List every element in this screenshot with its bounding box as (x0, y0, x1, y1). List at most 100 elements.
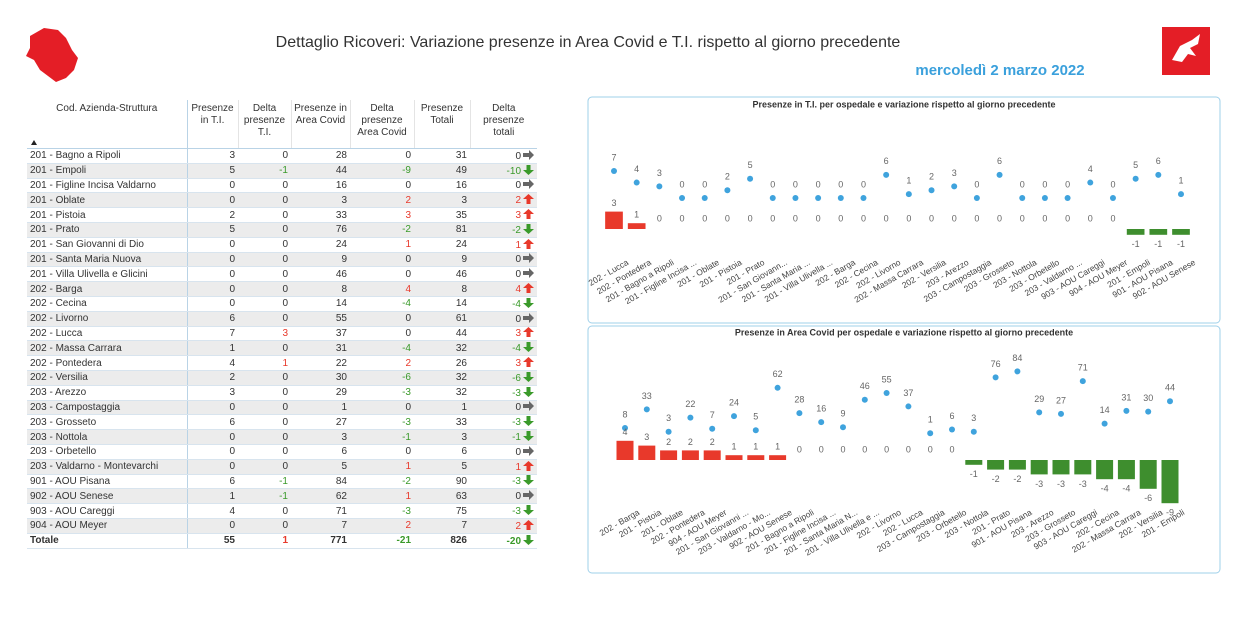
cell-value: 5 (341, 461, 347, 473)
cell-value: 81 (455, 224, 467, 236)
structure-name: 904 - AOU Meyer (27, 518, 188, 534)
cell: 1 (470, 459, 537, 475)
data-label: 0 (819, 444, 824, 454)
cell: 0 (470, 266, 537, 283)
cell: 0 (187, 518, 238, 534)
cell-value: -4 (402, 298, 411, 310)
cell-value: 0 (515, 150, 521, 162)
bar (1139, 460, 1157, 489)
trend-arrow (523, 209, 534, 220)
cell-value: -20 (506, 535, 521, 547)
trend-arrow (523, 490, 534, 501)
data-point (769, 195, 776, 201)
cell: -1 (238, 474, 291, 490)
data-label: 0 (1020, 213, 1025, 223)
cell: 0 (238, 252, 291, 268)
cell: 0 (350, 444, 414, 460)
cell-value: 201 - Santa Maria Nuova (30, 253, 142, 265)
table-row: 201 - Pistoia 2 0 33 3 35 3 (27, 207, 537, 223)
data-label: -6 (1144, 493, 1152, 503)
structure-name: 201 - Prato (27, 222, 188, 238)
cell-value: 1 (405, 490, 411, 502)
cell: 0 (187, 429, 238, 445)
cell-value: 1 (515, 461, 521, 473)
data-label: 0 (1110, 213, 1115, 223)
cell: 46 (291, 266, 350, 283)
bar (1030, 460, 1048, 475)
cell-value: -3 (402, 505, 411, 517)
table-row: 202 - Lucca 7 3 37 0 44 3 (27, 326, 537, 342)
data-label: 37 (903, 388, 913, 398)
cell: 0 (350, 148, 414, 164)
data-point (1155, 171, 1162, 178)
cell: 3 (291, 429, 350, 445)
cell-value: 3 (341, 431, 347, 443)
data-label: 0 (1065, 179, 1070, 189)
table-row: 201 - San Giovanni di Dio 0 0 24 1 24 1 (27, 237, 537, 253)
cell-value: -2 (402, 475, 411, 487)
data-point (611, 167, 617, 174)
cell: 76 (291, 222, 350, 238)
cell: 5 (187, 222, 238, 238)
data-point (951, 183, 958, 190)
data-point (840, 424, 846, 431)
cell: 6 (187, 414, 238, 431)
data-label: 4 (634, 164, 639, 174)
cell: 61 (414, 311, 470, 327)
bar (1149, 229, 1168, 235)
cell-value: 0 (229, 461, 235, 473)
cell-value: 3 (461, 194, 467, 206)
data-point (687, 414, 694, 421)
cell-value: 203 - Valdarno - Montevarchi (30, 461, 159, 473)
cell: 0 (238, 400, 291, 416)
data-point (633, 179, 640, 186)
cell: 71 (291, 503, 350, 519)
cell-value: -3 (512, 387, 521, 399)
structure-name: 903 - AOU Careggi (27, 503, 188, 519)
cell: 32 (414, 385, 470, 401)
data-label: -2 (992, 474, 1000, 484)
cell-value: -1 (402, 431, 411, 443)
cell-value: 202 - Lucca (30, 327, 83, 339)
cell-value: 1 (282, 535, 288, 547)
cell-value: 0 (229, 253, 235, 265)
table-row: 201 - Prato 5 0 76 -2 81 -2 (27, 222, 537, 238)
cell-value: 29 (335, 387, 347, 399)
cell: 0 (350, 178, 414, 194)
cell: -3 (470, 474, 537, 490)
cell: 0 (187, 296, 238, 312)
structure-name: 203 - Valdarno - Montevarchi (27, 459, 188, 475)
sort-indicator (31, 140, 37, 145)
data-point (679, 195, 686, 201)
cell-value: 904 - AOU Meyer (30, 520, 108, 532)
bar (987, 460, 1005, 470)
bar (1117, 460, 1135, 480)
cell-value: 37 (335, 327, 347, 339)
cell-value: 201 - Bagno a Ripoli (30, 150, 121, 162)
cell-value: 202 - Cecina (30, 298, 87, 310)
cell: 0 (238, 429, 291, 445)
data-label: 3 (952, 168, 957, 178)
table-row: 901 - AOU Pisana 6 -1 84 -2 90 -3 (27, 474, 537, 490)
cell: 0 (187, 178, 238, 194)
cell: 0 (238, 281, 291, 297)
cell-value: 46 (335, 268, 347, 280)
data-label: 0 (816, 179, 821, 189)
data-point (1178, 191, 1184, 198)
trend-arrow (523, 460, 534, 471)
data-point (1101, 420, 1108, 427)
cell-value: 24 (455, 239, 467, 251)
cell: 2 (350, 355, 414, 371)
cell: -2 (350, 222, 414, 238)
cell: 14 (414, 296, 470, 312)
data-label: 1 (634, 210, 639, 220)
cell: 0 (350, 266, 414, 283)
data-label: -4 (1122, 484, 1130, 494)
cell: 0 (238, 207, 291, 223)
cell-value: 201 - Oblate (30, 194, 86, 206)
cell-value: -1 (512, 432, 521, 444)
data-label: -3 (1057, 479, 1065, 489)
data-point (1132, 175, 1139, 182)
page-title: Dettaglio Ricoveri: Variazione presenze … (276, 34, 901, 51)
